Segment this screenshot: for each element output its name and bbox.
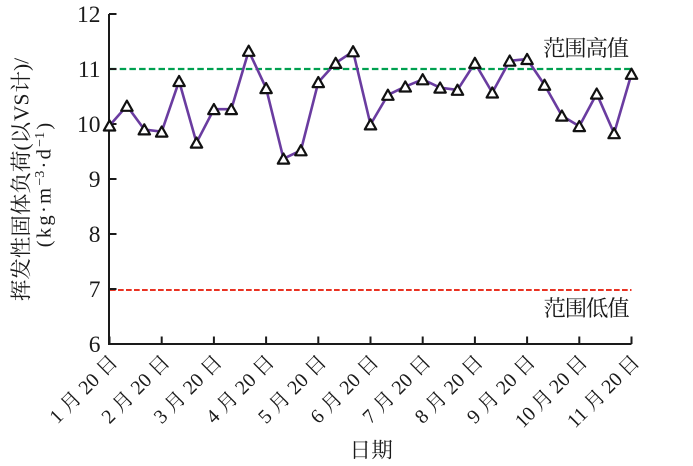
- svg-text:7: 7: [89, 277, 101, 303]
- svg-text:8: 8: [89, 222, 101, 248]
- svg-text:·: ·: [34, 206, 56, 213]
- svg-text:10: 10: [77, 112, 101, 138]
- svg-text:6: 6: [89, 332, 101, 358]
- svg-text:12: 12: [77, 2, 101, 28]
- svg-text:VS: VS: [10, 94, 34, 121]
- svg-text:9: 9: [89, 167, 101, 193]
- svg-text:·: ·: [34, 162, 56, 169]
- svg-text:m: m: [34, 188, 56, 204]
- svg-text:11: 11: [78, 57, 101, 83]
- svg-text:−3: −3: [33, 171, 48, 186]
- svg-text:−1: −1: [33, 132, 48, 147]
- svg-text:g: g: [34, 215, 56, 225]
- svg-text:): ): [34, 123, 56, 130]
- svg-text:)/: )/: [10, 58, 34, 71]
- svg-text:k: k: [34, 227, 56, 238]
- svg-text:d: d: [34, 149, 56, 159]
- svg-text:(: (: [10, 143, 34, 150]
- svg-text:(: (: [34, 240, 56, 247]
